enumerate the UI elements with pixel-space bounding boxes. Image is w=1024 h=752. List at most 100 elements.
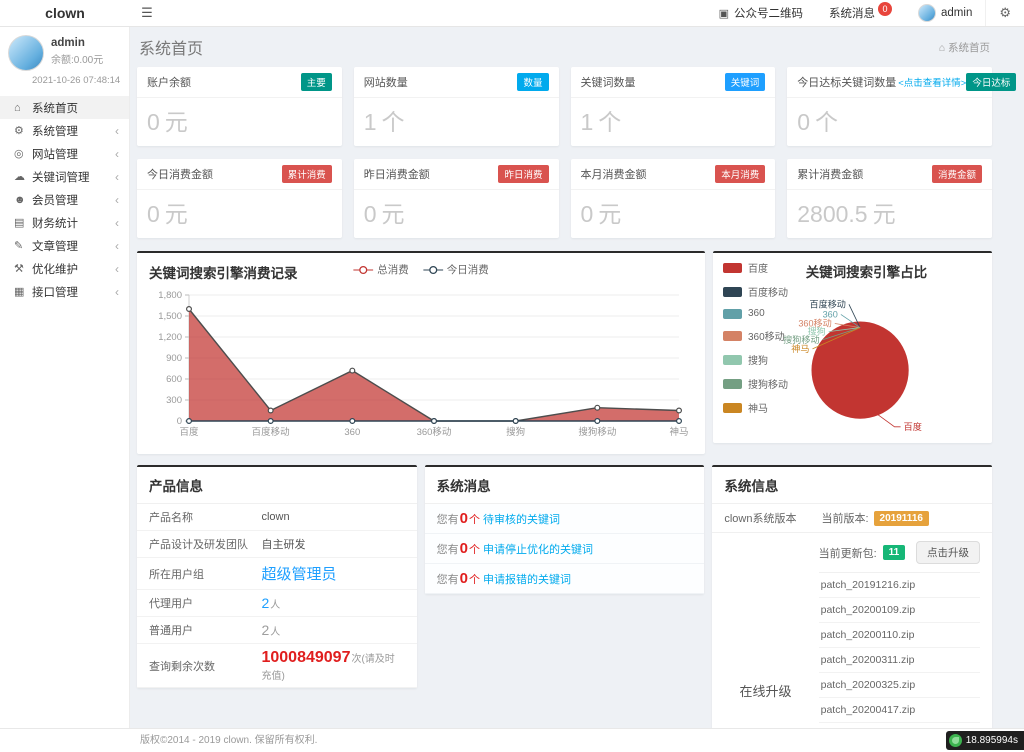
messages-menu-item[interactable]: 系统消息 0 [816, 0, 905, 26]
book-icon: ▦ [14, 286, 25, 298]
message-link[interactable]: 待审核的关键词 [483, 514, 561, 526]
consumption-area-chart[interactable]: 0 300 600 900 1,200 1,500 1,800 百度 百度移动 360 360移动 搜… [137, 283, 705, 454]
qrcode-menu-item[interactable]: ▣ 公众号二维码 [706, 0, 816, 26]
product-row-value: 1000849097次(请及时充值) [261, 649, 404, 682]
product-row-label: 所在用户组 [149, 568, 204, 581]
stat-card-label: 网站数量 [363, 77, 408, 89]
sidebar-item-文章管理[interactable]: ✎ 文章管理 ‹ [0, 234, 129, 257]
stat-card-label: 累计消费金额 [797, 169, 864, 181]
system-version-label: clown系统版本 [724, 513, 797, 525]
legend-item-总消费[interactable]: 总消费 [353, 262, 409, 277]
stat-value-number: 0 [797, 109, 811, 135]
legend-swatch-icon [723, 308, 742, 319]
product-row-value-text: 2 [261, 622, 270, 638]
legend-swatch-icon [723, 286, 742, 297]
upgrade-button[interactable]: 点击升级 [916, 541, 981, 564]
sidebar-item-财务统计[interactable]: ▤ 财务统计 ‹ [0, 211, 129, 234]
product-row-value: 超级管理员 [261, 563, 336, 584]
stat-value-number: 0 [147, 109, 160, 135]
message-prefix: 您有 [436, 574, 459, 586]
version-badge: 20191116 [873, 510, 929, 526]
message-count-unit: 个 [469, 544, 481, 556]
pie-legend-item-百度移动[interactable]: 百度移动 [723, 284, 788, 299]
legend-item-今日消费[interactable]: 今日消费 [422, 262, 489, 277]
stat-card-head: 关键词数量 关键词 [570, 67, 776, 98]
patch-item[interactable]: patch_20200311.zip [818, 648, 981, 673]
svg-text:百度: 百度 [179, 426, 199, 438]
stat-value-number: 2800.5 [797, 201, 868, 227]
patch-item[interactable]: patch_20200325.zip [818, 673, 981, 698]
avatar[interactable] [8, 35, 44, 71]
message-prefix: 您有 [436, 544, 459, 556]
product-row-suffix: 人 [270, 627, 281, 638]
pie-legend-item-360[interactable]: 360 [723, 308, 788, 319]
legend-swatch-icon [723, 330, 742, 341]
stat-value-unit: 元 [164, 109, 188, 135]
pie-legend-item-神马[interactable]: 神马 [723, 400, 788, 415]
pie-legend-item-百度[interactable]: 百度 [723, 260, 788, 275]
stat-value-number: 1 [363, 109, 377, 135]
sidebar-item-系统管理[interactable]: ⚙ 系统管理 ‹ [0, 119, 129, 142]
sidebar-item-网站管理[interactable]: ◎ 网站管理 ‹ [0, 142, 129, 165]
patch-item[interactable]: patch_20191216.zip [818, 573, 981, 598]
pie-legend-item-搜狗移动[interactable]: 搜狗移动 [723, 376, 788, 391]
product-info-row: 代理用户 2人 [137, 590, 417, 617]
stat-value-unit: 个 [815, 109, 839, 135]
sidebar-datetime: 2021-10-26 07:48:14 [32, 75, 121, 86]
thinkphp-trace-badge[interactable]: 18.895994s [945, 731, 1024, 750]
app-logo[interactable]: clown [45, 5, 85, 21]
sidebar-item-优化维护[interactable]: ⚒ 优化维护 ‹ [0, 257, 129, 280]
legend-label: 今日消费 [446, 264, 489, 276]
stat-card-label: 今日达标关键词数量 [797, 77, 897, 89]
hamburger-icon[interactable]: ☰ [141, 5, 153, 20]
message-link[interactable]: 申请报错的关键词 [483, 574, 572, 586]
message-count-unit: 个 [469, 574, 481, 586]
sidebar-user-block: admin 余额:0.00元 2021-10-26 07:48:14 [0, 27, 129, 92]
sidebar-item-label: 系统管理 [32, 125, 78, 138]
sidebar-item-label: 文章管理 [32, 240, 78, 253]
stat-card-badge: 今日达标 [966, 73, 1017, 91]
pie-legend-label: 百度移动 [748, 288, 788, 299]
breadcrumb[interactable]: ⌂ 系统首页 [939, 40, 990, 55]
product-row-value-text: clown [261, 511, 290, 523]
engine-share-panel: 关键词搜索引擎占比 百度 百度移动 360 360移动 搜狗 搜狗移动 神马 百度移动 360… [713, 251, 992, 443]
user-menu-item[interactable]: admin [905, 0, 985, 26]
product-info-row: 查询剩余次数 1000849097次(请及时充值) [137, 644, 417, 688]
stat-card-badge: 本月消费 [715, 165, 766, 183]
message-link[interactable]: 申请停止优化的关键词 [483, 544, 594, 556]
breadcrumb-home-icon: ⌂ [938, 41, 946, 54]
engine-share-pie-chart[interactable]: 百度移动 360 360移动 搜狗 搜狗移动 神马 百度 [713, 281, 992, 443]
tools-icon: ⚒ [14, 263, 24, 275]
product-row-suffix: 人 [270, 600, 281, 611]
pie-legend-item-360移动[interactable]: 360移动 [723, 328, 788, 343]
home-icon: ⌂ [14, 101, 21, 114]
product-row-value-text[interactable]: 超级管理员 [261, 566, 337, 583]
chevron-left-icon: ‹ [115, 192, 119, 207]
consumption-chart-panel: 关键词搜索引擎消费记录 总消费 今日消费 0 300 600 900 1,200 1,500… [137, 251, 705, 454]
patch-item[interactable]: patch_20200110.zip [818, 623, 981, 648]
patch-item[interactable]: patch_20200417.zip [818, 698, 981, 723]
patch-item[interactable]: patch_20200109.zip [818, 598, 981, 623]
settings-menu-item[interactable]: ⚙ [985, 0, 1024, 26]
messages-label: 系统消息 [829, 8, 876, 20]
stat-value-number: 1 [580, 109, 594, 135]
sidebar-item-系统首页[interactable]: ⌂ 系统首页 [0, 96, 129, 119]
stat-card-badge: 昨日消费 [498, 165, 549, 183]
product-row-value: 自主研发 [261, 536, 305, 552]
view-details-link[interactable]: <点击查看详情> [898, 78, 967, 89]
stat-value-unit: 元 [164, 201, 188, 227]
stat-value-unit: 个 [381, 109, 405, 135]
legend-marker-icon [422, 265, 443, 274]
product-row-label: 产品设计及研发团队 [149, 539, 248, 551]
stat-card: 关键词数量 关键词 1 个 [570, 67, 776, 146]
pie-legend-item-搜狗[interactable]: 搜狗 [723, 352, 788, 367]
sidebar-item-接口管理[interactable]: ▦ 接口管理 ‹ [0, 280, 129, 303]
users-icon: ☻ [14, 193, 26, 206]
stat-card-badge: 消费金额 [931, 165, 982, 183]
svg-text:搜狗: 搜狗 [807, 326, 825, 337]
svg-text:百度移动: 百度移动 [252, 426, 290, 438]
update-package-label: 当前更新包: [818, 547, 877, 560]
sidebar-item-关键词管理[interactable]: ☁ 关键词管理 ‹ [0, 165, 129, 188]
sidebar-item-会员管理[interactable]: ☻ 会员管理 ‹ [0, 188, 129, 211]
